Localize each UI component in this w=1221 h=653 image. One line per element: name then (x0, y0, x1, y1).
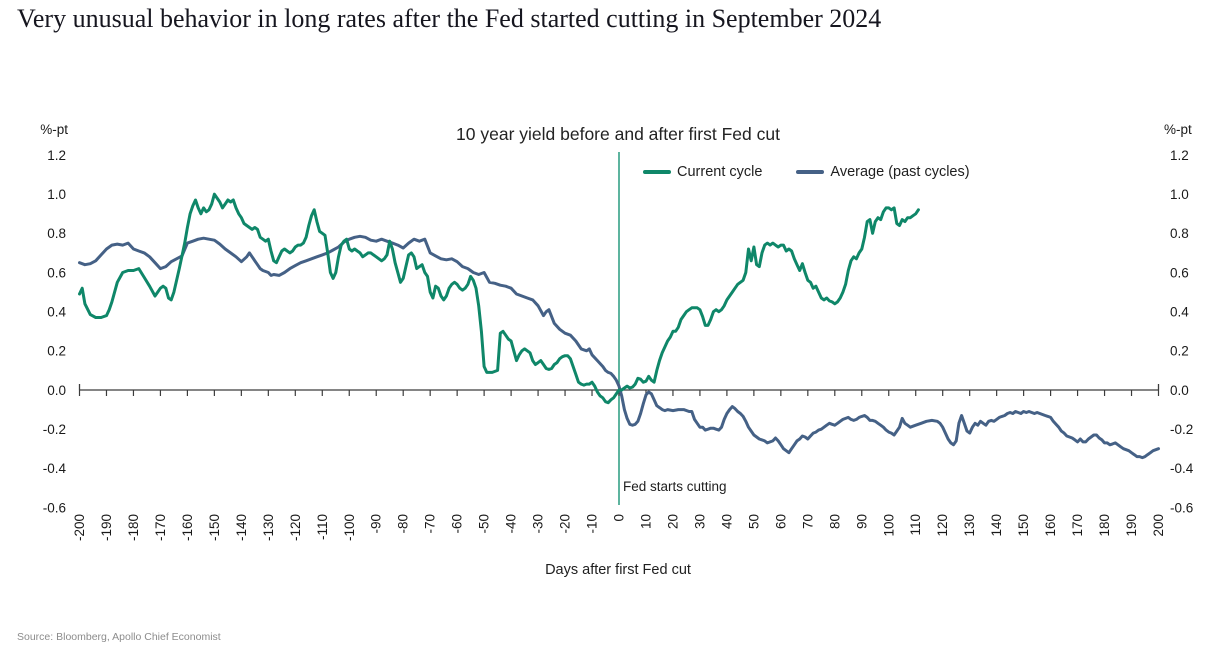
svg-text:160: 160 (1043, 514, 1058, 537)
svg-text:180: 180 (1097, 514, 1112, 537)
svg-text:-190: -190 (99, 514, 114, 541)
svg-text:0: 0 (612, 514, 627, 522)
svg-text:0.4: 0.4 (1170, 304, 1189, 319)
svg-text:-0.4: -0.4 (1170, 461, 1194, 476)
svg-text:-20: -20 (558, 514, 573, 534)
svg-text:-70: -70 (423, 514, 438, 534)
svg-text:0.4: 0.4 (47, 304, 66, 319)
svg-text:140: 140 (989, 514, 1004, 537)
svg-text:30: 30 (692, 514, 707, 529)
svg-text:150: 150 (1016, 514, 1031, 537)
legend-label-current-cycle: Current cycle (677, 164, 763, 180)
svg-text:0.0: 0.0 (1170, 383, 1189, 398)
svg-text:0.6: 0.6 (1170, 265, 1189, 280)
page-title: Very unusual behavior in long rates afte… (17, 4, 882, 33)
svg-text:170: 170 (1070, 514, 1085, 537)
chart-legend: Current cycle Average (past cycles) (643, 164, 970, 180)
svg-text:20: 20 (665, 514, 680, 529)
svg-text:-40: -40 (504, 514, 519, 534)
svg-text:0.2: 0.2 (47, 344, 66, 359)
svg-text:-180: -180 (126, 514, 141, 541)
svg-text:-140: -140 (234, 514, 249, 541)
svg-text:-0.2: -0.2 (1170, 422, 1193, 437)
svg-text:10: 10 (638, 514, 653, 529)
svg-text:190: 190 (1124, 514, 1139, 537)
svg-text:1.0: 1.0 (1170, 187, 1189, 202)
svg-text:-200: -200 (72, 514, 87, 541)
svg-text:-0.2: -0.2 (43, 422, 66, 437)
svg-text:-30: -30 (531, 514, 546, 534)
svg-text:-120: -120 (288, 514, 303, 541)
svg-text:130: 130 (962, 514, 977, 537)
svg-text:0.8: 0.8 (1170, 226, 1189, 241)
svg-text:-170: -170 (153, 514, 168, 541)
svg-text:-90: -90 (369, 514, 384, 534)
svg-text:-60: -60 (450, 514, 465, 534)
legend-swatch-average (796, 170, 825, 174)
svg-text:0.2: 0.2 (1170, 344, 1189, 359)
svg-text:120: 120 (935, 514, 950, 537)
svg-text:-10: -10 (585, 514, 600, 534)
svg-text:100: 100 (881, 514, 896, 537)
svg-text:-160: -160 (180, 514, 195, 541)
legend-swatch-current-cycle (643, 170, 671, 174)
svg-text:-0.6: -0.6 (43, 500, 66, 515)
svg-text:1.2: 1.2 (47, 148, 66, 163)
svg-text:-80: -80 (396, 514, 411, 534)
x-axis-title: Days after first Fed cut (545, 562, 691, 578)
svg-text:200: 200 (1151, 514, 1166, 537)
svg-text:1.0: 1.0 (47, 187, 66, 202)
svg-text:60: 60 (773, 514, 788, 529)
svg-text:0.0: 0.0 (47, 383, 66, 398)
svg-text:50: 50 (746, 514, 761, 529)
svg-text:80: 80 (827, 514, 842, 529)
svg-text:40: 40 (719, 514, 734, 529)
fed-starts-cutting-annotation: Fed starts cutting (623, 479, 727, 494)
svg-text:0.8: 0.8 (47, 226, 66, 241)
source-note: Source: Bloomberg, Apollo Chief Economis… (17, 631, 221, 643)
y-axis-unit-right: %-pt (1164, 122, 1192, 137)
y-axis-unit-left: %-pt (40, 122, 68, 137)
svg-text:-130: -130 (261, 514, 276, 541)
svg-text:-50: -50 (477, 514, 492, 534)
svg-text:0.6: 0.6 (47, 265, 66, 280)
svg-text:-150: -150 (207, 514, 222, 541)
svg-text:-0.6: -0.6 (1170, 500, 1193, 515)
svg-text:-110: -110 (315, 514, 330, 540)
legend-label-average: Average (past cycles) (830, 164, 970, 180)
svg-text:1.2: 1.2 (1170, 148, 1189, 163)
chart-title: 10 year yield before and after first Fed… (456, 124, 780, 144)
svg-text:90: 90 (854, 514, 869, 529)
svg-text:70: 70 (800, 514, 815, 529)
svg-text:110: 110 (908, 514, 923, 536)
svg-text:-100: -100 (342, 514, 357, 541)
svg-text:-0.4: -0.4 (43, 461, 67, 476)
